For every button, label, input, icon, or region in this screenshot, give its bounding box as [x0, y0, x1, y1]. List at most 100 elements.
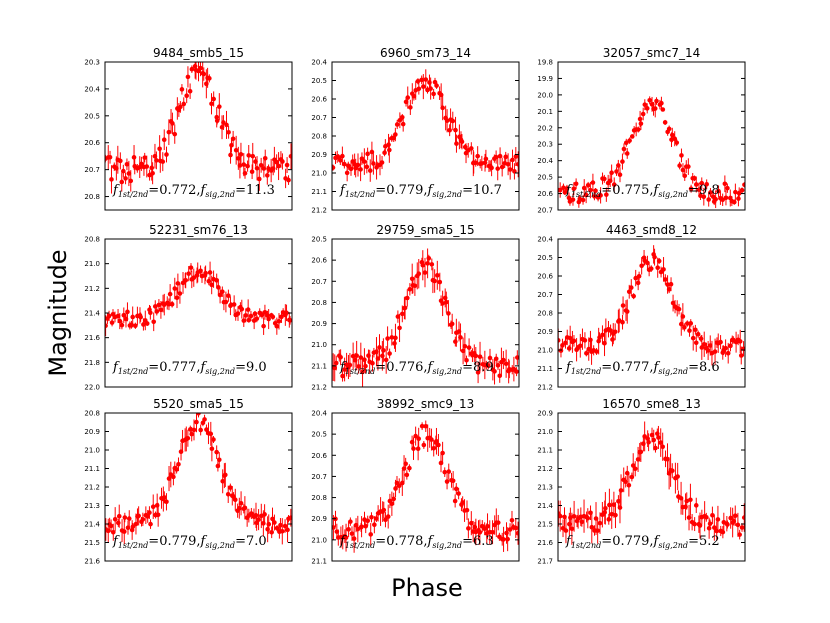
data-point	[279, 528, 285, 534]
data-point	[426, 256, 432, 261]
data-point	[692, 175, 697, 181]
data-point	[644, 106, 650, 111]
y-tick-label: 20.6	[311, 452, 327, 460]
data-point	[428, 86, 433, 91]
data-point	[454, 141, 459, 146]
data-point	[404, 472, 410, 478]
data-point	[429, 262, 435, 267]
data-point	[567, 521, 572, 527]
data-point	[216, 457, 222, 463]
data-point	[144, 164, 150, 169]
annotation-part: =	[235, 360, 246, 375]
data-point	[189, 431, 195, 437]
data-point	[597, 335, 602, 340]
data-point	[620, 319, 625, 325]
y-tick-label: 21.5	[537, 521, 553, 529]
data-point	[437, 279, 443, 285]
data-point	[415, 446, 421, 452]
data-point	[475, 370, 481, 375]
data-point	[431, 91, 436, 97]
data-point	[409, 276, 415, 282]
data-point	[668, 281, 674, 287]
annotation-part: 1st/2nd	[345, 367, 375, 376]
data-point	[340, 373, 345, 379]
data-point	[204, 427, 209, 432]
y-tick-label: 21.7	[537, 558, 553, 566]
data-point	[282, 523, 288, 529]
data-point	[422, 270, 428, 275]
annotation-part: 9.0	[246, 360, 267, 375]
data-point	[144, 321, 150, 326]
data-point	[402, 305, 408, 311]
data-point	[583, 192, 589, 198]
data-point	[483, 156, 489, 162]
annotation-part: =	[462, 360, 473, 375]
y-tick-label: 21.0	[84, 447, 100, 455]
data-point	[403, 99, 409, 105]
y-tick-label: 21.2	[311, 384, 327, 392]
data-point	[367, 168, 373, 173]
data-point	[609, 170, 614, 176]
y-tick-label: 21.1	[537, 365, 553, 373]
annotation-part: f	[427, 183, 435, 198]
y-tick-label: 20.5	[311, 236, 327, 244]
y-tick-label: 20.8	[84, 193, 100, 201]
data-point	[346, 527, 351, 532]
annotation-part: f	[653, 360, 661, 375]
data-point	[237, 505, 242, 511]
data-point	[733, 189, 738, 195]
annotation-part: =	[601, 534, 612, 549]
data-point	[411, 446, 416, 451]
data-point	[669, 468, 675, 474]
y-tick-label: 20.6	[311, 257, 327, 265]
data-point	[660, 107, 666, 112]
data-point	[660, 444, 665, 450]
data-point	[503, 361, 509, 367]
data-point	[610, 337, 615, 342]
data-point	[261, 323, 266, 329]
data-point	[731, 199, 737, 205]
annotation-part: f	[200, 183, 208, 198]
data-point	[216, 285, 221, 290]
data-point	[425, 261, 430, 266]
data-point	[389, 335, 395, 340]
data-point	[602, 510, 608, 515]
data-point	[278, 522, 283, 528]
data-point	[358, 167, 363, 172]
data-point	[493, 356, 499, 362]
annotation-part: 0.775	[612, 183, 649, 198]
data-point	[690, 335, 696, 341]
annotation: f1st/2nd=0.777,fsig,2nd=9.0	[112, 360, 267, 376]
data-point	[600, 332, 605, 338]
data-point	[266, 521, 272, 527]
data-point	[654, 98, 659, 104]
data-point	[490, 529, 495, 535]
data-point	[443, 299, 449, 305]
data-point	[656, 258, 662, 264]
data-point	[338, 158, 343, 163]
data-point	[393, 335, 398, 341]
data-point	[156, 302, 162, 308]
data-point	[701, 341, 707, 347]
data-point	[274, 525, 280, 531]
data-point	[606, 517, 612, 522]
data-point	[571, 514, 577, 519]
annotation-part: =	[375, 183, 386, 198]
data-point	[566, 346, 572, 351]
annotation-part: =	[375, 534, 386, 549]
data-point	[254, 165, 260, 171]
y-tick-label: 22.0	[84, 384, 100, 392]
data-point	[416, 271, 422, 277]
panel-8: 38992_smc9_13 20.4 20.5 20.6 20.7 20.8 20.9 21.…	[311, 397, 520, 566]
data-point	[177, 291, 183, 296]
data-point	[123, 176, 128, 181]
data-point	[245, 307, 251, 312]
data-point	[739, 525, 745, 530]
annotation-part: 7.0	[246, 534, 267, 549]
axes-frame	[331, 238, 520, 388]
data-point	[119, 322, 125, 328]
panel-title: 38992_smc9_13	[377, 397, 475, 411]
data-point	[115, 313, 121, 319]
